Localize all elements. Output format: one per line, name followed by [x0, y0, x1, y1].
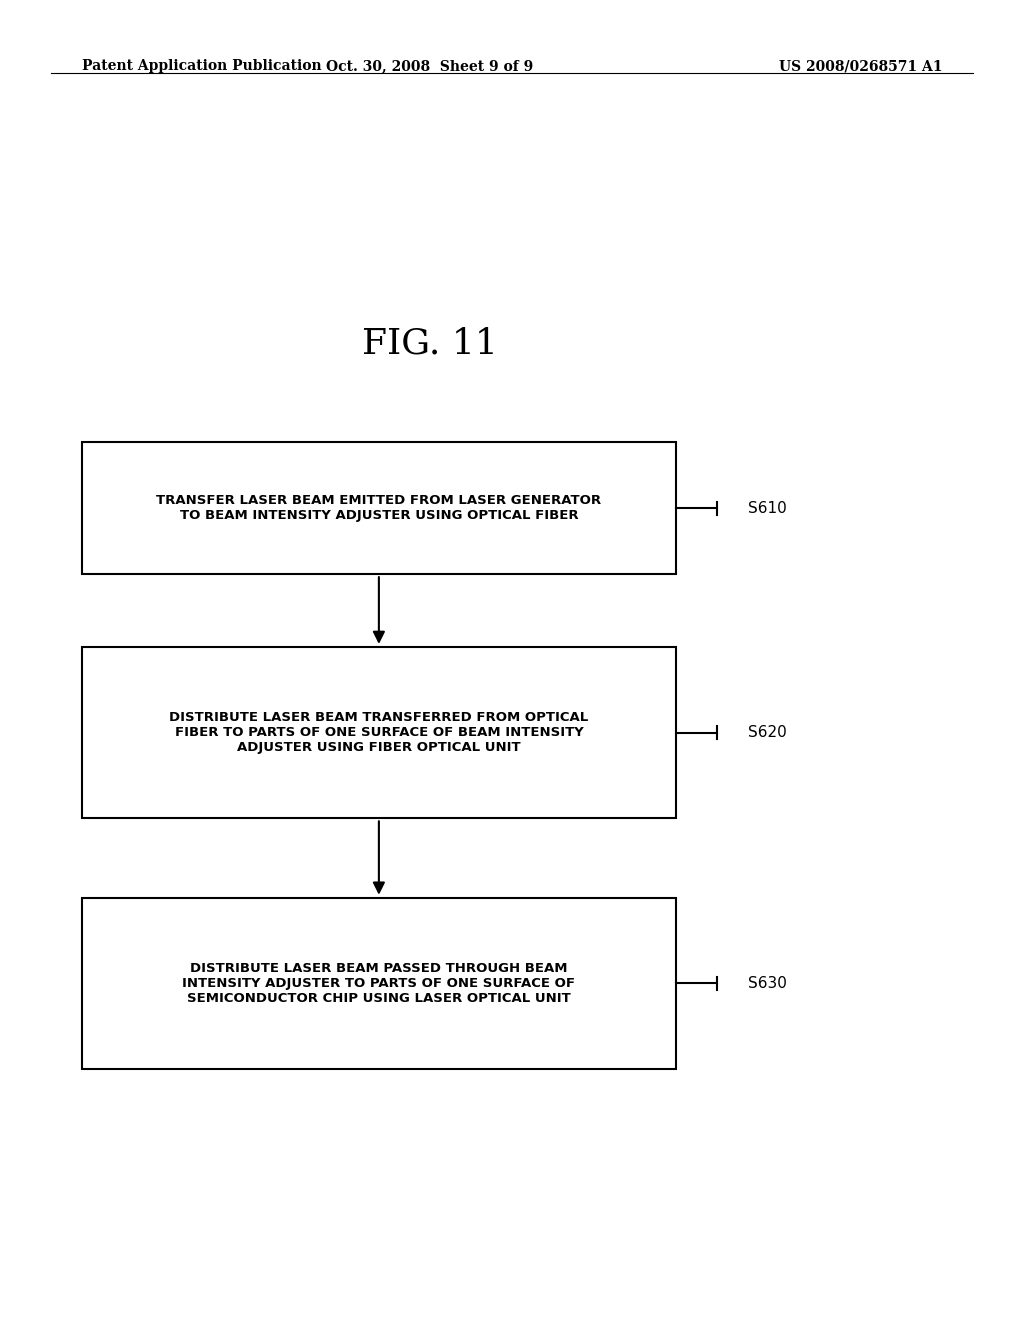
Text: DISTRIBUTE LASER BEAM TRANSFERRED FROM OPTICAL
FIBER TO PARTS OF ONE SURFACE OF : DISTRIBUTE LASER BEAM TRANSFERRED FROM O…: [169, 711, 589, 754]
FancyBboxPatch shape: [82, 442, 676, 574]
Text: Patent Application Publication: Patent Application Publication: [82, 59, 322, 74]
Text: TRANSFER LASER BEAM EMITTED FROM LASER GENERATOR
TO BEAM INTENSITY ADJUSTER USIN: TRANSFER LASER BEAM EMITTED FROM LASER G…: [157, 494, 601, 523]
Text: US 2008/0268571 A1: US 2008/0268571 A1: [778, 59, 942, 74]
Text: S610: S610: [748, 500, 786, 516]
FancyBboxPatch shape: [82, 898, 676, 1069]
Text: FIG. 11: FIG. 11: [362, 326, 498, 360]
FancyBboxPatch shape: [82, 647, 676, 818]
Text: Oct. 30, 2008  Sheet 9 of 9: Oct. 30, 2008 Sheet 9 of 9: [327, 59, 534, 74]
Text: DISTRIBUTE LASER BEAM PASSED THROUGH BEAM
INTENSITY ADJUSTER TO PARTS OF ONE SUR: DISTRIBUTE LASER BEAM PASSED THROUGH BEA…: [182, 962, 575, 1005]
Text: S630: S630: [748, 975, 786, 991]
Text: S620: S620: [748, 725, 786, 741]
